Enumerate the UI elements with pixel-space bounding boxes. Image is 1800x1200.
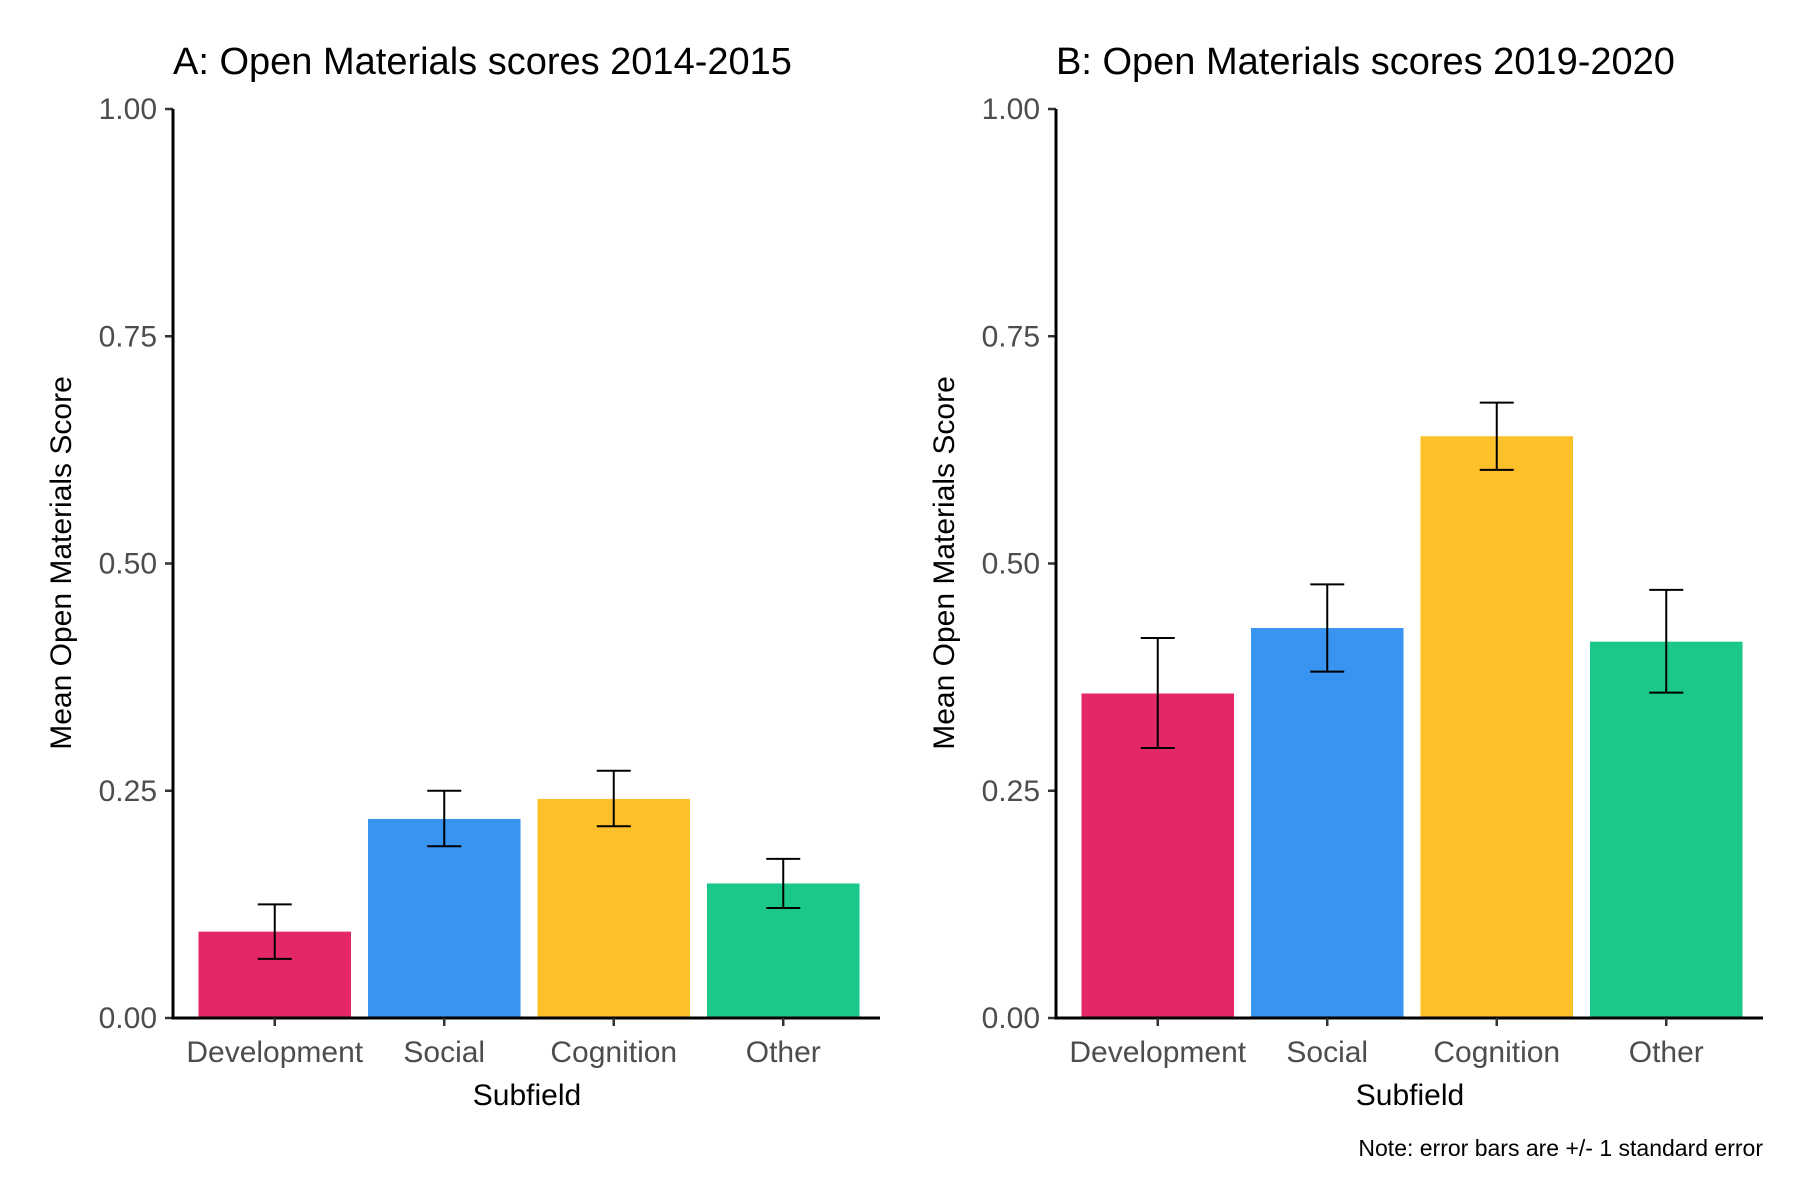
panel-b-x-ticks: Development Social Cognition Other [1069,1018,1704,1069]
panel-a-x-tick-label: Development [186,1036,363,1069]
panel-a-x-tick-label: Cognition [550,1036,677,1069]
panel-a-title: A: Open Materials scores 2014-2015 [173,41,792,83]
panel-b-x-tick-label: Other [1629,1036,1704,1069]
panel-a-x-axis-title: Subfield [473,1079,581,1112]
panel-b-bar-social [1250,628,1404,1018]
panel-b-bar-other [1589,641,1743,1018]
panel-a-y-axis-title: Mean Open Materials Score [45,376,78,750]
panel-a-axes [171,109,880,1020]
panel-a-y-tick-label: 0.25 [99,775,157,808]
panel-b-y-tick-label: 0.25 [982,775,1040,808]
panel-a: A: Open Materials scores 2014-2015 Subfi… [45,41,880,1112]
panel-a-x-ticks: Development Social Cognition Other [186,1018,821,1069]
panel-b-y-tick-label: 0.50 [982,548,1040,581]
panel-a-y-tick-label: 0.50 [99,548,157,581]
panel-b-bar-cognition [1420,436,1574,1018]
chart-note: Note: error bars are +/- 1 standard erro… [1358,1135,1763,1161]
panel-b-y-tick-label: 1.00 [982,93,1040,126]
panel-b-x-tick-label: Cognition [1433,1036,1560,1069]
panel-a-y-tick-label: 1.00 [99,93,157,126]
panel-a-bar-cognition [537,798,691,1018]
panel-a-x-tick-label: Social [403,1036,485,1069]
panel-b-title: B: Open Materials scores 2019-2020 [1056,41,1675,83]
panel-a-x-tick-label: Other [746,1036,821,1069]
panel-b-x-axis-title: Subfield [1356,1079,1464,1112]
panel-a-y-tick-label: 0.75 [99,320,157,353]
panel-a-y-tick-label: 0.00 [99,1002,157,1035]
panel-a-bar-social [367,818,521,1018]
panel-b-y-ticks: 0.00 0.25 0.50 0.75 1.00 [982,93,1056,1035]
panel-b-y-tick-label: 0.00 [982,1002,1040,1035]
panel-b-y-axis-title: Mean Open Materials Score [928,376,961,750]
panel-b-x-tick-label: Social [1286,1036,1368,1069]
panel-b-axes [1054,109,1763,1020]
panel-b: B: Open Materials scores 2019-2020 Subfi… [928,41,1763,1112]
panel-a-bars [198,798,860,1018]
panel-a-error-bars [257,769,801,960]
panel-b-y-tick-label: 0.75 [982,320,1040,353]
panel-b-bars [1081,436,1743,1018]
panel-b-x-tick-label: Development [1069,1036,1246,1069]
panel-a-y-ticks: 0.00 0.25 0.50 0.75 1.00 [99,93,173,1035]
panel-b-error-bars [1140,401,1684,750]
